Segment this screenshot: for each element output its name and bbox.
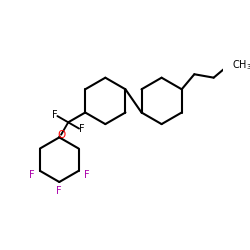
Text: CH$_3$: CH$_3$	[232, 58, 250, 72]
Text: F: F	[79, 124, 84, 134]
Text: F: F	[56, 186, 62, 196]
Text: F: F	[52, 110, 58, 120]
Text: F: F	[84, 170, 89, 180]
Text: O: O	[57, 130, 65, 140]
Text: F: F	[30, 170, 35, 180]
